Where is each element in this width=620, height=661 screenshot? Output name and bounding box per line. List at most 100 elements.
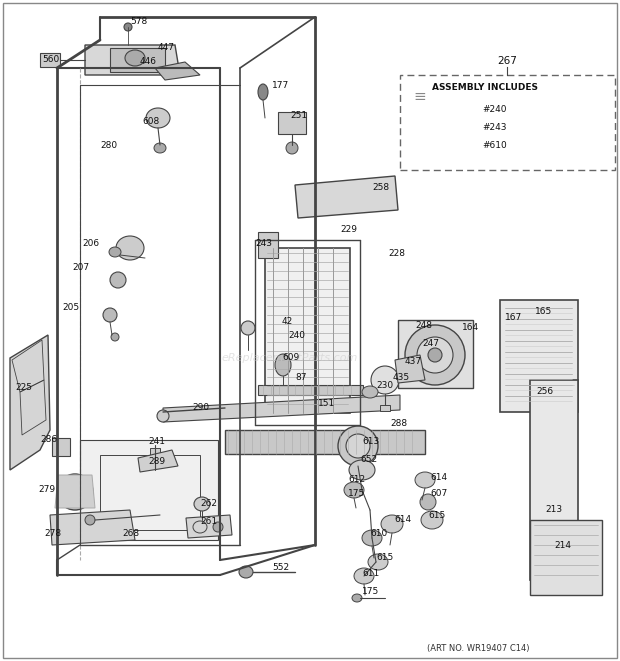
Bar — [500, 300, 578, 412]
Ellipse shape — [338, 426, 378, 466]
Text: eReplacementParts.com: eReplacementParts.com — [222, 353, 358, 363]
Ellipse shape — [421, 511, 443, 529]
Polygon shape — [138, 450, 178, 472]
Bar — [398, 320, 473, 388]
Ellipse shape — [146, 108, 170, 128]
Text: (ART NO. WR19407 C14): (ART NO. WR19407 C14) — [427, 644, 529, 652]
Polygon shape — [85, 45, 180, 75]
Bar — [258, 385, 363, 395]
Text: 229: 229 — [340, 225, 357, 235]
Text: 652: 652 — [360, 455, 377, 465]
Text: 615: 615 — [376, 553, 393, 563]
Bar — [265, 248, 350, 413]
Ellipse shape — [239, 566, 253, 578]
Text: 167: 167 — [505, 313, 522, 323]
Text: 268: 268 — [122, 529, 139, 539]
Text: 262: 262 — [200, 500, 217, 508]
Text: 240: 240 — [288, 332, 305, 340]
Text: 256: 256 — [536, 387, 553, 397]
Text: 560: 560 — [42, 56, 60, 65]
Text: 225: 225 — [15, 383, 32, 393]
Text: 207: 207 — [72, 264, 89, 272]
Text: 615: 615 — [428, 512, 445, 520]
Text: 230: 230 — [376, 381, 393, 391]
Text: 261: 261 — [200, 518, 217, 527]
Ellipse shape — [258, 84, 268, 100]
Ellipse shape — [111, 333, 119, 341]
Text: #610: #610 — [482, 141, 507, 149]
Text: 206: 206 — [82, 239, 99, 247]
Text: 290: 290 — [192, 403, 209, 412]
Ellipse shape — [352, 594, 362, 602]
Bar — [225, 430, 425, 454]
Text: 164: 164 — [462, 323, 479, 332]
Text: 177: 177 — [272, 81, 290, 91]
Text: 610: 610 — [370, 529, 388, 539]
Text: 613: 613 — [362, 438, 379, 446]
Text: 611: 611 — [362, 570, 379, 578]
Ellipse shape — [213, 522, 223, 532]
Text: 437: 437 — [405, 358, 422, 366]
Text: 243: 243 — [255, 239, 272, 247]
Ellipse shape — [420, 494, 436, 510]
Ellipse shape — [362, 530, 382, 546]
Text: 552: 552 — [272, 563, 289, 572]
Text: 612: 612 — [348, 475, 365, 485]
Text: 447: 447 — [158, 44, 175, 52]
Text: 578: 578 — [130, 17, 148, 26]
Polygon shape — [155, 62, 200, 80]
Text: 280: 280 — [100, 141, 117, 149]
Text: 165: 165 — [535, 307, 552, 317]
Text: 435: 435 — [393, 373, 410, 383]
Text: #240: #240 — [483, 106, 507, 114]
Ellipse shape — [103, 308, 117, 322]
Polygon shape — [55, 475, 95, 508]
Polygon shape — [258, 232, 278, 258]
Bar — [40, 53, 60, 67]
Bar — [380, 405, 390, 411]
Ellipse shape — [241, 321, 255, 335]
Text: 289: 289 — [148, 457, 165, 467]
Polygon shape — [163, 395, 400, 422]
Text: 175: 175 — [362, 588, 379, 596]
Bar — [150, 448, 160, 456]
Text: 267: 267 — [497, 56, 517, 66]
Text: 286: 286 — [40, 436, 57, 444]
Bar — [278, 112, 306, 134]
Ellipse shape — [65, 482, 85, 502]
Ellipse shape — [371, 366, 399, 394]
Ellipse shape — [57, 474, 93, 510]
Ellipse shape — [428, 348, 442, 362]
Polygon shape — [295, 176, 398, 218]
Ellipse shape — [124, 23, 132, 31]
Ellipse shape — [415, 472, 435, 488]
Text: 288: 288 — [390, 420, 407, 428]
Ellipse shape — [362, 386, 378, 398]
Bar — [530, 380, 578, 580]
Polygon shape — [186, 515, 232, 538]
Ellipse shape — [70, 487, 80, 497]
Ellipse shape — [110, 272, 126, 288]
Ellipse shape — [85, 515, 95, 525]
Text: 42: 42 — [282, 317, 293, 327]
Ellipse shape — [109, 247, 121, 257]
Text: 279: 279 — [38, 485, 55, 494]
Ellipse shape — [157, 410, 169, 422]
Polygon shape — [10, 335, 50, 470]
Bar — [400, 75, 615, 170]
Text: 175: 175 — [348, 490, 365, 498]
Text: 258: 258 — [372, 184, 389, 192]
Text: 248: 248 — [415, 321, 432, 330]
Ellipse shape — [154, 143, 166, 153]
Bar — [52, 438, 70, 456]
Ellipse shape — [286, 142, 298, 154]
Text: 278: 278 — [44, 529, 61, 539]
Text: ASSEMBLY INCLUDES: ASSEMBLY INCLUDES — [432, 83, 538, 91]
Text: 614: 614 — [430, 473, 447, 483]
Ellipse shape — [349, 460, 375, 480]
Ellipse shape — [381, 515, 403, 533]
Text: 614: 614 — [394, 516, 411, 524]
Text: 251: 251 — [290, 110, 307, 120]
Text: 241: 241 — [148, 438, 165, 446]
Text: 214: 214 — [554, 541, 571, 551]
